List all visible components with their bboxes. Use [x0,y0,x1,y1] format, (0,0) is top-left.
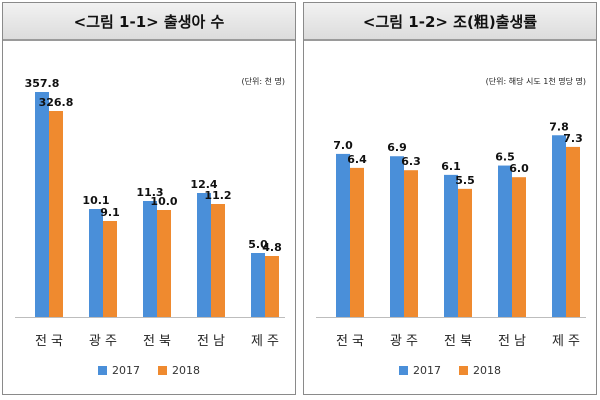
bar-2017-전국 [336,153,350,317]
category-label-광주: 광주 [89,334,121,349]
bar-2017-광주 [390,156,404,317]
legend-item-2017: 2017 [98,364,140,377]
chart-legend: 2017 2018 [3,364,295,377]
category-label-전북: 전북 [444,334,476,349]
bar-2017-전남 [197,193,211,317]
value-label-2018-광주: 6.3 [401,155,421,168]
chart-title: <그림 1-1> 출생아 수 [3,3,295,41]
category-label-제주: 제주 [251,334,283,349]
chart-legend: 2017 2018 [304,364,596,377]
bar-2018-전국 [49,111,63,317]
value-label-2017-전북: 11.3 [136,186,163,199]
value-label-2017-광주: 10.1 [82,194,109,207]
bar-2018-제주 [265,256,279,317]
category-label-전남: 전남 [197,334,229,349]
legend-item-2017: 2017 [399,364,441,377]
bar-2017-제주 [251,253,265,317]
legend-label-2017: 2017 [413,364,441,377]
birth-count-chart: 357.8 326.8 전국 10.19.1 광주 11.310.0 전북 12.411.2 전… [15,77,285,349]
legend-item-2018: 2018 [459,364,501,377]
value-label-2018-전국: 326.8 [39,96,74,109]
bar-2018-전남 [211,204,225,317]
legend-label-2017: 2017 [112,364,140,377]
bar-2018-전남 [512,177,526,317]
value-label-2017-전국: 7.0 [333,139,353,152]
bar-2017-전북 [143,201,157,317]
legend-label-2018: 2018 [172,364,200,377]
unit-note: (단위: 천 명) [241,77,285,86]
bar-2018-전북 [157,210,171,317]
bar-2017-광주 [89,209,103,317]
unit-note: (단위: 해당 시도 1천 명당 명) [485,77,586,86]
value-label-2017-전북: 6.1 [441,160,461,173]
bar-2017-전국 [35,92,49,317]
category-label-전국: 전국 [35,334,67,349]
bar-2017-전남 [498,165,512,317]
bar-2018-광주 [404,170,418,317]
legend-swatch-2018 [158,366,167,375]
chart-title: <그림 1-2> 조(粗)출생률 [304,3,596,41]
value-label-2018-제주: 7.3 [563,132,583,145]
legend-swatch-2018 [459,366,468,375]
value-label-2017-제주: 7.8 [549,120,569,133]
crude-birth-rate-panel: <그림 1-2> 조(粗)출생률 (단위: 해당 시도 1천 명당 명) 7.0… [303,2,597,395]
legend-label-2018: 2018 [473,364,501,377]
legend-swatch-2017 [98,366,107,375]
category-label-전국: 전국 [336,334,368,349]
crude-birth-rate-chart: 7.06.4 전국 6.96.3 광주 6.15.5 전북 6.56.0 전남 7.87.3 제주 [316,120,586,349]
value-label-2018-전남: 11.2 [204,189,231,202]
legend-swatch-2017 [399,366,408,375]
value-label-2017-전국: 357.8 [25,77,60,90]
value-label-2017-전남: 6.5 [495,151,515,164]
value-label-2017-전남: 12.4 [190,178,217,191]
value-label-2018-전북: 10.0 [150,195,177,208]
value-label-2017-광주: 6.9 [387,141,407,154]
bar-2018-광주 [103,221,117,317]
birth-count-panel: <그림 1-1> 출생아 수 (단위: 천 명) 357.8 326.8 전국 10.… [2,2,296,395]
category-label-제주: 제주 [552,334,584,349]
value-label-2018-광주: 9.1 [100,206,120,219]
bar-2018-전북 [458,188,472,317]
category-label-전북: 전북 [143,334,175,349]
bar-2017-제주 [552,135,566,317]
value-label-2018-제주: 4.8 [262,241,282,254]
bar-2018-전국 [350,167,364,317]
value-label-2018-전북: 5.5 [455,174,475,187]
category-label-광주: 광주 [390,334,422,349]
bar-2017-전북 [444,174,458,317]
value-label-2017-제주: 5.0 [248,238,268,251]
value-label-2018-전남: 6.0 [509,162,529,175]
category-label-전남: 전남 [498,334,530,349]
bar-2018-제주 [566,146,580,317]
legend-item-2018: 2018 [158,364,200,377]
value-label-2018-전국: 6.4 [347,153,367,166]
